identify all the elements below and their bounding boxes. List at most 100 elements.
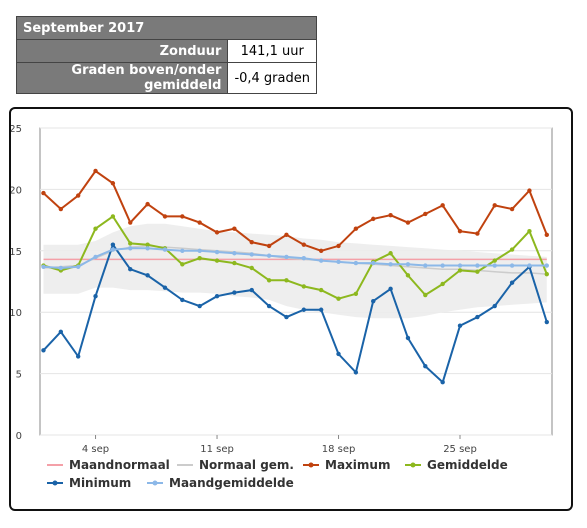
- legend-marker-gemiddelde: [410, 462, 416, 468]
- summary-row-graden: Graden boven/onder gemiddeld -0,4 graden: [15, 62, 317, 94]
- data-point-minimum: [41, 348, 46, 353]
- series-line-minimum: [42, 242, 548, 385]
- data-point-maandgemiddelde: [527, 263, 532, 268]
- data-point-maandgemiddelde: [145, 246, 150, 251]
- legend-label-maandgemiddelde: Maandgemiddelde: [169, 476, 294, 490]
- data-point-gemiddelde: [110, 214, 116, 219]
- data-point-minimum: [266, 303, 272, 309]
- data-point-gemiddelde: [318, 287, 324, 293]
- data-point-maximum: [162, 214, 168, 219]
- data-point-gemiddelde: [544, 271, 549, 277]
- data-point-gemiddelde: [336, 296, 341, 301]
- data-point-maandgemiddelde: [509, 263, 515, 268]
- data-point-maandgemiddelde: [371, 260, 376, 266]
- data-point-maximum: [128, 220, 133, 225]
- x-tick-label: 18 sep: [322, 444, 356, 455]
- legend-label-minimum: Minimum: [69, 476, 131, 490]
- data-point-minimum: [128, 267, 133, 272]
- data-point-maximum: [492, 203, 497, 208]
- data-point-gemiddelde: [266, 278, 272, 283]
- data-point-maandgemiddelde: [58, 265, 64, 271]
- data-point-maximum: [197, 220, 202, 225]
- data-point-minimum: [75, 354, 81, 359]
- y-tick-label: 15: [11, 247, 22, 258]
- data-point-maximum: [58, 206, 64, 212]
- summary-title: September 2017: [16, 16, 317, 40]
- data-point-maandgemiddelde: [301, 255, 307, 261]
- data-point-minimum: [371, 298, 376, 304]
- data-point-maandgemiddelde: [180, 248, 185, 253]
- data-point-minimum: [249, 287, 254, 293]
- legend-marker-maximum: [308, 462, 314, 468]
- data-point-minimum: [214, 294, 220, 299]
- data-point-gemiddelde: [353, 291, 359, 296]
- chart-container: 0 5 10 15 20 25 4 sep 11 sep 18 sep 25 sep Maandno…: [9, 107, 573, 511]
- data-point-minimum: [301, 307, 307, 312]
- data-point-maximum: [232, 226, 237, 231]
- data-point-minimum: [162, 285, 168, 290]
- data-point-gemiddelde: [93, 226, 98, 231]
- data-point-gemiddelde: [457, 268, 463, 273]
- data-point-gemiddelde: [527, 228, 532, 234]
- y-tick-label: 0: [16, 431, 22, 442]
- data-point-minimum: [457, 323, 463, 328]
- data-point-minimum: [388, 286, 393, 292]
- x-tick-label: 11 sep: [200, 444, 234, 455]
- data-point-gemiddelde: [509, 247, 515, 252]
- legend-label-normaal-gem-: Normaal gem.: [199, 458, 294, 472]
- data-point-maximum: [110, 181, 116, 186]
- data-point-maximum: [336, 243, 341, 249]
- data-point-maximum: [527, 188, 532, 193]
- summary-row-zonduur: Zonduur 141,1 uur: [15, 39, 317, 63]
- data-point-gemiddelde: [301, 284, 307, 289]
- data-point-maandgemiddelde: [232, 251, 237, 256]
- data-point-minimum: [232, 290, 237, 295]
- summary-table: September 2017 Zonduur 141,1 uur Graden …: [15, 16, 317, 94]
- data-point-maandgemiddelde: [249, 252, 254, 257]
- data-point-gemiddelde: [232, 260, 237, 266]
- data-point-maximum: [214, 230, 220, 235]
- data-point-minimum: [492, 303, 497, 309]
- data-point-minimum: [475, 314, 480, 320]
- data-point-maximum: [440, 203, 445, 208]
- data-point-maandgemiddelde: [336, 259, 341, 265]
- data-point-maandgemiddelde: [440, 263, 445, 268]
- data-point-maandgemiddelde: [110, 247, 116, 252]
- data-point-minimum: [423, 364, 428, 369]
- data-point-maximum: [475, 231, 480, 236]
- y-tick-label: 20: [11, 185, 22, 196]
- legend-label-gemiddelde: Gemiddelde: [427, 458, 508, 472]
- data-point-minimum: [405, 335, 411, 341]
- data-point-gemiddelde: [284, 278, 289, 283]
- data-point-maandgemiddelde: [353, 260, 359, 266]
- data-point-maandgemiddelde: [423, 263, 428, 268]
- legend-label-maandnormaal: Maandnormaal: [69, 458, 170, 472]
- data-point-minimum: [353, 370, 359, 375]
- data-point-maandgemiddelde: [75, 264, 81, 269]
- data-point-minimum: [58, 329, 64, 335]
- data-point-minimum: [284, 314, 289, 320]
- data-point-maximum: [405, 220, 411, 225]
- data-point-gemiddelde: [180, 262, 185, 267]
- data-point-maximum: [318, 248, 324, 253]
- data-point-maximum: [75, 193, 81, 198]
- data-point-maandgemiddelde: [544, 263, 549, 268]
- summary-title-row: September 2017: [16, 16, 317, 40]
- data-point-minimum: [318, 307, 324, 312]
- y-tick-label: 25: [11, 124, 22, 135]
- x-tick-label: 4 sep: [82, 444, 109, 455]
- data-point-minimum: [544, 319, 549, 325]
- data-point-minimum: [180, 297, 185, 303]
- data-point-maximum: [509, 206, 515, 212]
- data-point-maandgemiddelde: [318, 258, 324, 263]
- data-point-gemiddelde: [388, 251, 393, 256]
- data-point-gemiddelde: [492, 258, 497, 263]
- data-point-maximum: [301, 242, 307, 247]
- series-line-gemiddelde: [43, 214, 548, 300]
- data-point-gemiddelde: [405, 273, 411, 278]
- data-point-maximum: [266, 243, 272, 249]
- graden-label: Graden boven/onder gemiddeld: [15, 62, 229, 94]
- legend-marker-maandgemiddelde: [152, 480, 158, 486]
- data-point-maandgemiddelde: [93, 254, 98, 260]
- data-point-minimum: [440, 379, 445, 385]
